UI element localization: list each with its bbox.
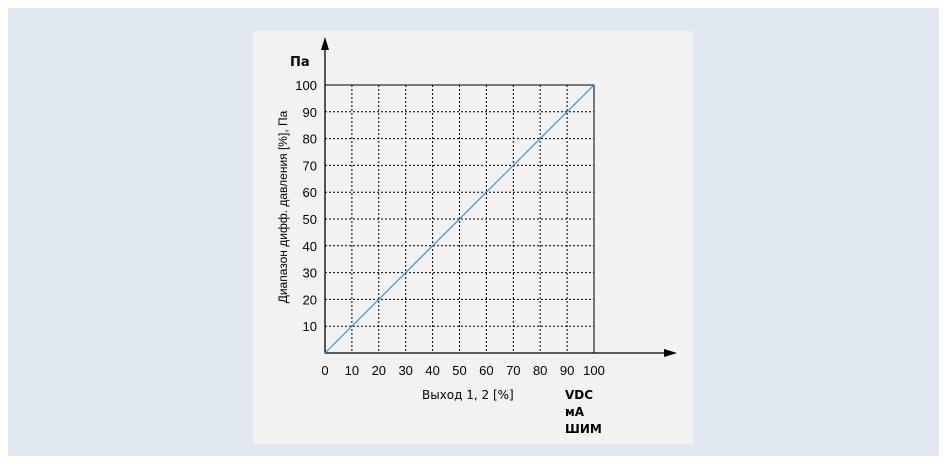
y-tick-label-70: 70 [303, 158, 317, 173]
x-unit-label-pwm: ШИМ [565, 422, 602, 436]
series-line-0 [324, 84, 595, 354]
x-tick-label-70: 70 [506, 363, 520, 378]
x-tick-label-50: 50 [452, 363, 466, 378]
x-tick-label-30: 30 [398, 363, 412, 378]
y-tick-label-20: 20 [303, 292, 317, 307]
y-tick-label-50: 50 [303, 212, 317, 227]
axes [321, 37, 677, 357]
grid [325, 85, 594, 353]
y-tick-label-10: 10 [303, 319, 317, 334]
y-axis-arrow [321, 37, 329, 50]
x-tick-label-10: 10 [345, 363, 359, 378]
y-tick-label-60: 60 [303, 185, 317, 200]
x-tick-label-20: 20 [372, 363, 386, 378]
x-tick-label-0: 0 [321, 363, 328, 378]
y-tick-label-90: 90 [303, 105, 317, 120]
x-tick-label-60: 60 [479, 363, 493, 378]
x-axis-label: Выход 1, 2 [%] [422, 388, 514, 402]
x-axis-arrow [664, 349, 677, 357]
y-unit-label: Па [290, 55, 310, 70]
y-tick-label-80: 80 [303, 132, 317, 147]
x-unit-label-ma: мА [565, 405, 585, 419]
x-unit-label-vdc: VDC [565, 388, 593, 402]
x-tick-label-40: 40 [425, 363, 439, 378]
y-tick-label-40: 40 [303, 239, 317, 254]
x-tick-label-100: 100 [583, 363, 605, 378]
y-tick-label-30: 30 [303, 266, 317, 281]
x-tick-label-80: 80 [533, 363, 547, 378]
chart-panel [253, 31, 693, 444]
y-axis-label: Диапазон дифф. давления [%], Па [276, 110, 290, 303]
series [324, 84, 595, 354]
y-tick-label-100: 100 [295, 78, 317, 93]
x-tick-label-90: 90 [560, 363, 574, 378]
tick-labels: 0 10 20 30 40 50 60 70 80 90 100 10 20 30 40 50 60 70 80 90… [295, 78, 605, 378]
